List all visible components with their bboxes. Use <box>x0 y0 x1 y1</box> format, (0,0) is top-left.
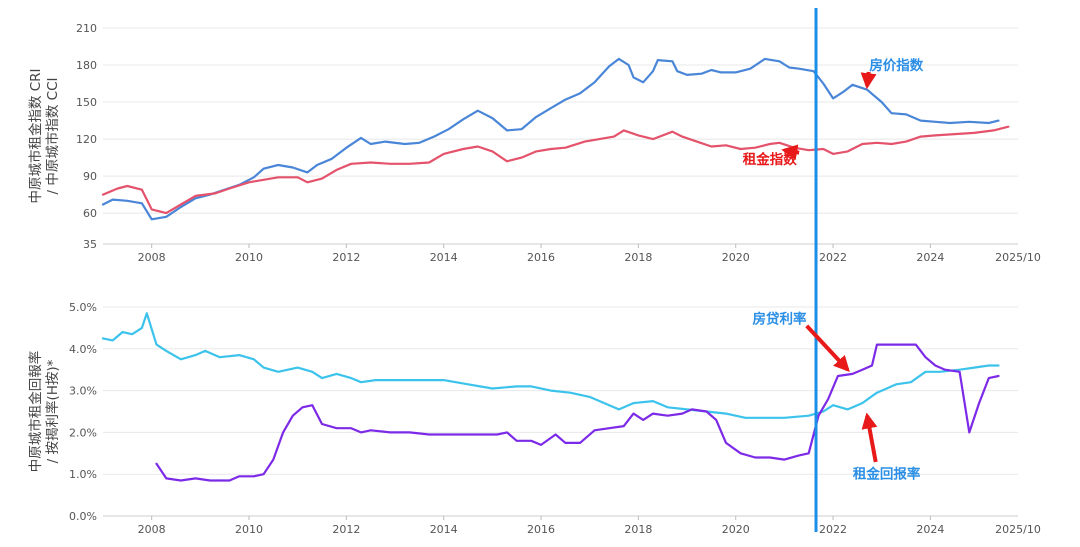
series-line <box>101 57 1000 221</box>
y-tick-label: 0.0% <box>69 510 97 523</box>
y-tick-label: 2.0% <box>69 426 97 439</box>
x-tick-label-end: 2025/10 <box>995 251 1041 264</box>
x-tick-label: 2020 <box>722 523 750 536</box>
y-tick-label: 90 <box>83 170 97 183</box>
annotation-arrow <box>860 71 877 90</box>
x-tick-label: 2018 <box>624 251 652 264</box>
x-tick-label: 2012 <box>332 523 360 536</box>
annotation-arrow <box>861 412 878 463</box>
x-tick-label: 2008 <box>138 523 166 536</box>
annotation-arrow <box>781 144 800 161</box>
y-tick-label: 4.0% <box>69 343 97 356</box>
annotation-label: 房价指数 <box>869 57 923 74</box>
y-tick-label: 1.0% <box>69 468 97 481</box>
annotation-label: 租金回报率 <box>853 465 921 482</box>
y-axis-title: 中原城市租金指数 CRI <box>27 68 44 203</box>
annotation-label: 房贷利率 <box>753 311 807 328</box>
y-tick-label: 60 <box>83 207 97 220</box>
y-tick-label: 35 <box>83 238 97 251</box>
y-tick-label: 210 <box>76 22 97 35</box>
x-tick-label: 2020 <box>722 251 750 264</box>
series-line <box>101 312 1000 419</box>
series-line <box>155 343 1000 482</box>
x-tick-label: 2018 <box>624 523 652 536</box>
x-tick-label: 2012 <box>332 251 360 264</box>
x-tick-label: 2024 <box>916 523 944 536</box>
annotation-label: 租金指数 <box>743 151 797 168</box>
y-axis-title: 中原城市租金回報率 <box>27 351 44 473</box>
x-tick-label: 2024 <box>916 251 944 264</box>
rent-price-index-chart: 35 60 90 120 150 180 210 2008 2010 2012 2014 2016 20… <box>27 22 1041 264</box>
annotation-arrow <box>805 324 850 373</box>
x-tick-label: 2014 <box>430 523 458 536</box>
x-tick-label: 2010 <box>235 251 263 264</box>
x-tick-label: 2010 <box>235 523 263 536</box>
y-tick-label: 3.0% <box>69 385 97 398</box>
y-axis-title-sub: / 按揭利率(H按)* <box>44 359 61 463</box>
x-tick-label: 2016 <box>527 523 555 536</box>
x-tick-label: 2016 <box>527 251 555 264</box>
x-tick-label-end: 2025/10 <box>995 523 1041 536</box>
series-line <box>101 125 1010 215</box>
x-tick-label: 2014 <box>430 251 458 264</box>
x-tick-label: 2008 <box>138 251 166 264</box>
y-axis-title-sub: / 中原城市指数 CCI <box>44 78 61 195</box>
y-tick-label: 120 <box>76 133 97 146</box>
y-tick-label: 150 <box>76 96 97 109</box>
yield-mortgage-rate-chart: 0.0% 1.0% 2.0% 3.0% 4.0% 5.0% 2008 2010 2012 2014… <box>27 301 1041 536</box>
y-tick-label: 5.0% <box>69 301 97 314</box>
x-tick-label: 2022 <box>819 251 847 264</box>
y-tick-label: 180 <box>76 59 97 72</box>
x-tick-label: 2022 <box>819 523 847 536</box>
